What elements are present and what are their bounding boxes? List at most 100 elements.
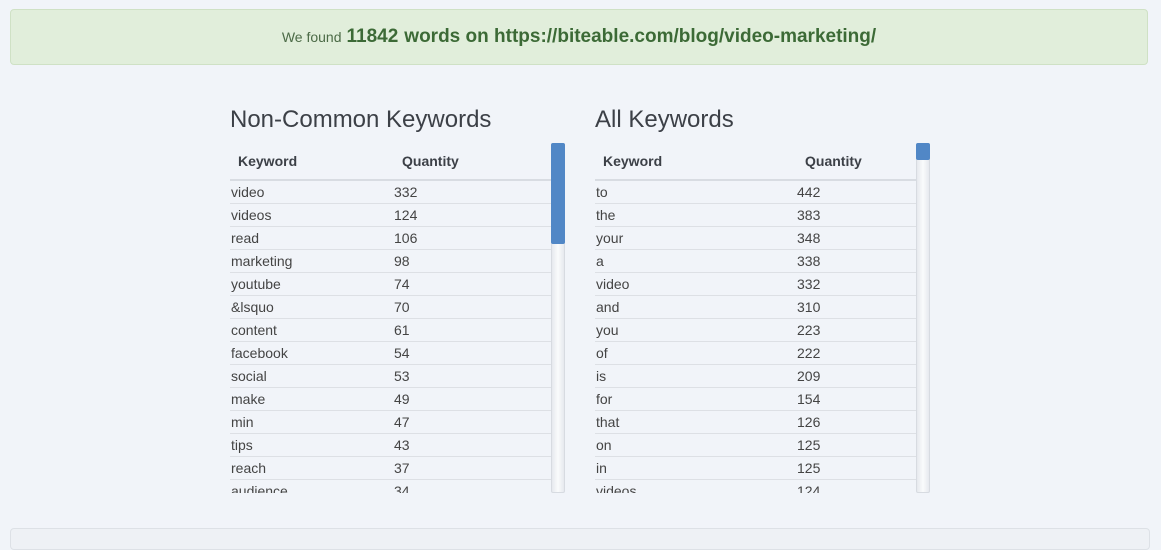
table-row: content 61 [230, 319, 551, 342]
quantity-cell: 223 [797, 322, 821, 338]
keyword-cell: on [596, 437, 612, 453]
table-row: facebook 54 [230, 342, 551, 365]
table-row: on 125 [595, 434, 916, 457]
keyword-cell: tips [231, 437, 253, 453]
table-row: videos 124 [595, 480, 916, 493]
keyword-cell: videos [596, 483, 637, 493]
keyword-cell: video [231, 184, 265, 200]
quantity-column-header[interactable]: Quantity [402, 153, 459, 169]
keyword-cell: in [596, 460, 607, 476]
quantity-cell: 126 [797, 414, 821, 430]
quantity-cell: 70 [394, 299, 410, 315]
table-row: &lsquo 70 [230, 296, 551, 319]
keyword-cell: read [231, 230, 260, 246]
keyword-cell: that [596, 414, 620, 430]
quantity-cell: 43 [394, 437, 410, 453]
table-row: and 310 [595, 296, 916, 319]
keyword-cell: marketing [231, 253, 293, 269]
quantity-cell: 332 [394, 184, 418, 200]
quantity-cell: 338 [797, 253, 821, 269]
scrollbar[interactable] [551, 143, 565, 493]
table-header: Keyword Quantity [595, 143, 916, 181]
keyword-cell: &lsquo [231, 299, 274, 315]
table-row: for 154 [595, 388, 916, 411]
quantity-cell: 222 [797, 345, 821, 361]
keyword-column-header[interactable]: Keyword [603, 153, 663, 169]
quantity-cell: 332 [797, 276, 821, 292]
table-row: that 126 [595, 411, 916, 434]
keyword-cell: min [231, 414, 254, 430]
keyword-cell: of [596, 345, 608, 361]
non-common-keywords-panel: Non-Common Keywords Keyword Quantity vid… [230, 100, 565, 493]
keyword-column-header[interactable]: Keyword [238, 153, 298, 169]
word-count: 11842 [346, 26, 399, 47]
scrollbar-thumb[interactable] [916, 143, 930, 160]
quantity-cell: 124 [394, 207, 418, 223]
quantity-cell: 54 [394, 345, 410, 361]
all-keywords-title: All Keywords [595, 106, 734, 133]
table-row: youtube 74 [230, 273, 551, 296]
keyword-cell: and [596, 299, 620, 315]
quantity-cell: 53 [394, 368, 410, 384]
table-header: Keyword Quantity [230, 143, 551, 181]
keyword-cell: video [596, 276, 630, 292]
keyword-cell: reach [231, 460, 267, 476]
table-row: of 222 [595, 342, 916, 365]
keyword-cell: social [231, 368, 267, 384]
keyword-cell: videos [231, 207, 272, 223]
non-common-keywords-table[interactable]: Keyword Quantity video 332 videos 124 read 10… [230, 143, 565, 493]
all-keywords-panel: All Keywords Keyword Quantity to 442 the 38… [595, 100, 930, 493]
quantity-cell: 348 [797, 230, 821, 246]
quantity-cell: 310 [797, 299, 821, 315]
non-common-keywords-title: Non-Common Keywords [230, 106, 492, 133]
quantity-cell: 125 [797, 437, 821, 453]
footer-panel [10, 528, 1150, 550]
scrollbar-thumb[interactable] [551, 143, 565, 244]
table-row: read 106 [230, 227, 551, 250]
results-banner: We found 11842 words on https://biteable… [10, 9, 1148, 65]
quantity-cell: 98 [394, 253, 410, 269]
scrollbar[interactable] [916, 143, 930, 493]
quantity-cell: 442 [797, 184, 821, 200]
quantity-cell: 74 [394, 276, 410, 292]
keyword-cell: content [231, 322, 277, 338]
table-row: a 338 [595, 250, 916, 273]
table-row: audience 34 [230, 480, 551, 493]
table-row: tips 43 [230, 434, 551, 457]
table-row: video 332 [595, 273, 916, 296]
table-row: is 209 [595, 365, 916, 388]
quantity-cell: 125 [797, 460, 821, 476]
quantity-cell: 61 [394, 322, 410, 338]
quantity-column-header[interactable]: Quantity [805, 153, 862, 169]
keyword-cell: is [596, 368, 607, 384]
table-row: social 53 [230, 365, 551, 388]
table-row: marketing 98 [230, 250, 551, 273]
table-row: the 383 [595, 204, 916, 227]
table-row: you 223 [595, 319, 916, 342]
table-row: in 125 [595, 457, 916, 480]
banner-url-text: words on https://biteable.com/blog/video… [404, 26, 877, 47]
banner-prefix: We found [281, 29, 342, 45]
keyword-cell: make [231, 391, 266, 407]
table-row: reach 37 [230, 457, 551, 480]
keyword-cell: for [596, 391, 613, 407]
quantity-cell: 154 [797, 391, 821, 407]
quantity-cell: 34 [394, 483, 410, 493]
keyword-cell: to [596, 184, 608, 200]
quantity-cell: 47 [394, 414, 410, 430]
table-row: min 47 [230, 411, 551, 434]
all-keywords-table[interactable]: Keyword Quantity to 442 the 383 your 348 a 338 v… [595, 143, 930, 493]
keyword-cell: the [596, 207, 616, 223]
table-row: video 332 [230, 181, 551, 204]
quantity-cell: 124 [797, 483, 821, 493]
keyword-cell: a [596, 253, 604, 269]
quantity-cell: 383 [797, 207, 821, 223]
keyword-cell: youtube [231, 276, 281, 292]
quantity-cell: 106 [394, 230, 418, 246]
table-row: videos 124 [230, 204, 551, 227]
keyword-cell: you [596, 322, 619, 338]
quantity-cell: 37 [394, 460, 410, 476]
quantity-cell: 209 [797, 368, 821, 384]
table-row: make 49 [230, 388, 551, 411]
table-row: to 442 [595, 181, 916, 204]
